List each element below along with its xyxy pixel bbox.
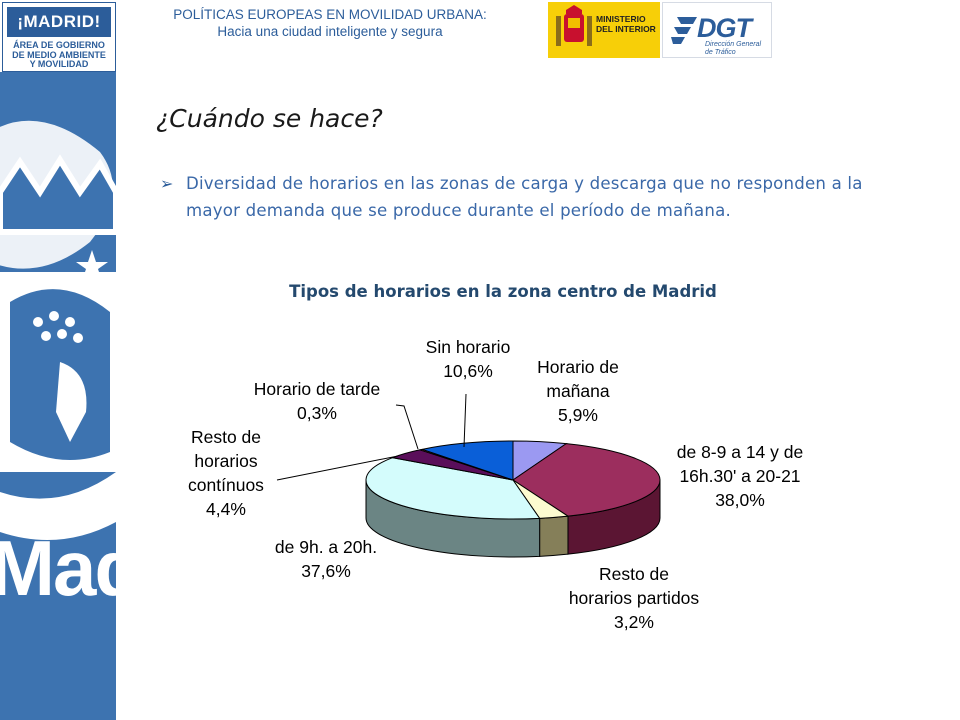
slice-label-1: de 8-9 a 14 y de 16h.30' a 20-21 38,0% xyxy=(677,442,803,510)
dgt-subtitle: Dirección General de Tráfico xyxy=(705,41,761,57)
slice-label-2: Resto de horarios partidos 3,2% xyxy=(569,564,700,632)
slice-label-line: de 9h. a 20h. xyxy=(275,537,377,557)
slice-label-line: 5,9% xyxy=(558,405,598,425)
slice-label-line: Resto de xyxy=(191,427,261,447)
slice-label-line: 3,2% xyxy=(614,612,654,632)
leader-line xyxy=(276,455,399,481)
slice-label-line: contínuos xyxy=(188,475,264,495)
leader-line xyxy=(463,393,467,448)
dgt-symbol-icon xyxy=(671,17,697,44)
slice-label-line: 4,4% xyxy=(206,499,246,519)
dgt-sub-line: de Tráfico xyxy=(705,49,736,56)
presentation-header: POLÍTICAS EUROPEAS EN MOVILIDAD URBANA: … xyxy=(130,6,530,40)
slice-label-line: 37,6% xyxy=(301,561,351,581)
slice-label-line: horarios xyxy=(194,451,257,471)
slice-label-line: Sin horario xyxy=(426,337,511,357)
pie-slice-side xyxy=(539,515,569,557)
slice-label-line: de 8-9 a 14 y de xyxy=(677,442,803,462)
slice-label-line: 38,0% xyxy=(715,490,765,510)
madrid-area-logo: ¡MADRID! ÁREA DE GOBIERNO DE MEDIO AMBIE… xyxy=(2,2,116,72)
slide-title: ¿Cuándo se hace? xyxy=(156,104,383,133)
pie-slice-1 xyxy=(512,443,661,517)
header-line-2: Hacia una ciudad inteligente y segura xyxy=(217,24,443,39)
slice-label-line: Horario de tarde xyxy=(254,379,380,399)
pie-labels: Horario de mañana 5,9% de 8-9 a 14 y de 16h.… xyxy=(188,337,803,632)
slice-label-line: 0,3% xyxy=(297,403,337,423)
slice-label-line: 10,6% xyxy=(443,361,493,381)
madrid-side-band: Madrid xyxy=(0,72,116,720)
slice-label-0: Horario de mañana 5,9% xyxy=(537,357,619,425)
ministry-interior-logo: MINISTERIO DEL INTERIOR xyxy=(548,2,660,58)
dgt-logo: DGT Dirección General de Tráfico xyxy=(662,2,772,58)
slice-label-line: mañana xyxy=(546,381,610,401)
madrid-logo-subtitle: ÁREA DE GOBIERNO DE MEDIO AMBIENTE Y MOV… xyxy=(3,40,115,70)
chart-title: Tipos de horarios en la zona centro de M… xyxy=(289,282,717,301)
slice-label-6: Sin horario 10,6% xyxy=(426,337,511,381)
madrid-logo-line: ÁREA DE GOBIERNO xyxy=(13,40,105,50)
leader-line xyxy=(395,404,419,450)
madrid-logo-line: Y MOVILIDAD xyxy=(29,59,89,69)
bullet-arrow-icon: ➢ xyxy=(160,174,174,193)
slice-label-3: de 9h. a 20h. 37,6% xyxy=(275,537,377,581)
slice-label-5: Horario de tarde 0,3% xyxy=(254,379,380,423)
coat-of-arms-icon xyxy=(556,5,592,46)
dgt-sub-line: Dirección General xyxy=(705,41,762,48)
madrid-band-text: Madrid xyxy=(0,524,116,612)
ministry-line: MINISTERIO xyxy=(596,14,646,24)
dgt-wordmark: DGT xyxy=(697,13,752,43)
pie-top-faces xyxy=(365,440,661,520)
bullet-text: Diversidad de horarios en las zonas de c… xyxy=(186,174,863,220)
madrid-logo-title: ¡MADRID! xyxy=(7,7,111,37)
madrid-emblem-icon xyxy=(0,120,116,540)
madrid-logo-line: DE MEDIO AMBIENTE xyxy=(12,49,106,60)
header-line-1: POLÍTICAS EUROPEAS EN MOVILIDAD URBANA: xyxy=(173,7,487,22)
slice-label-line: Horario de xyxy=(537,357,619,377)
slice-label-line: 16h.30' a 20-21 xyxy=(679,466,800,486)
ministry-line: DEL INTERIOR xyxy=(596,24,656,34)
slice-label-line: Resto de xyxy=(599,564,669,584)
slice-label-line: horarios partidos xyxy=(569,588,700,608)
pie-slice-3 xyxy=(365,457,541,520)
slice-label-4: Resto de horarios contínuos 4,4% xyxy=(188,427,264,519)
ministry-text: MINISTERIO DEL INTERIOR xyxy=(596,14,656,34)
pie-slice-6 xyxy=(420,440,514,481)
